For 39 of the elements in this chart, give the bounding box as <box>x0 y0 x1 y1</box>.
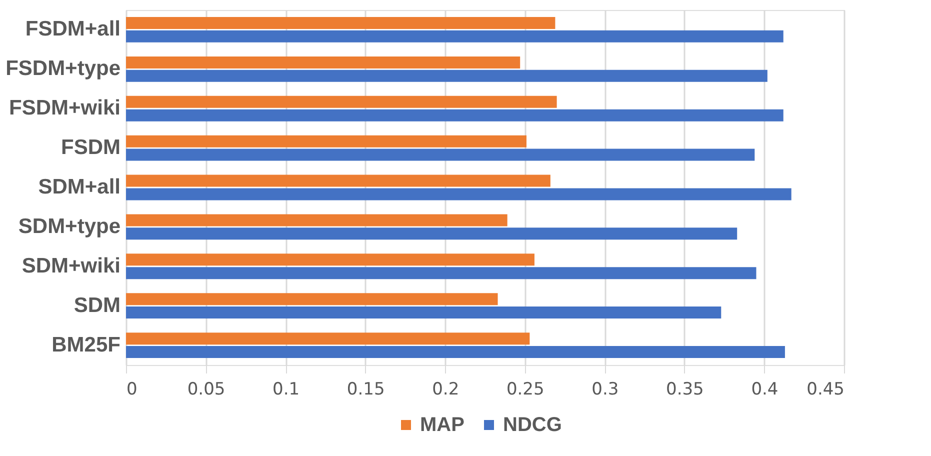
legend-label: MAP <box>420 414 464 436</box>
y-tick-label: SDM+type <box>18 214 120 238</box>
bar <box>126 188 792 200</box>
x-tick-label: 0.2 <box>432 380 460 400</box>
bar <box>126 70 768 82</box>
x-tick-label: 0.1 <box>272 380 300 400</box>
bar <box>126 214 508 226</box>
bar <box>126 228 738 240</box>
bar <box>126 30 784 42</box>
y-tick-label: FSDM <box>61 136 120 160</box>
bar <box>126 332 530 345</box>
bar <box>126 17 556 30</box>
legend-label: NDCG <box>503 414 562 436</box>
y-tick-label: FSDM+all <box>25 18 120 41</box>
x-tick-label: 0.3 <box>592 380 619 400</box>
bar <box>126 56 520 68</box>
y-tick-label: SDM+wiki <box>22 254 120 278</box>
x-tick-label: 0.05 <box>187 380 226 400</box>
x-tick-label: 0.15 <box>346 380 385 400</box>
bar <box>126 135 526 148</box>
y-tick-label: BM25F <box>52 333 121 356</box>
bar <box>126 109 784 122</box>
y-tick-label: FSDM+type <box>6 57 120 80</box>
y-tick-label: FSDM+wiki <box>9 96 120 120</box>
bar <box>126 293 498 306</box>
bar <box>126 267 756 280</box>
x-tick-label: 0 <box>126 380 138 400</box>
bar <box>126 96 557 108</box>
x-tick-label: 0.4 <box>751 380 778 400</box>
x-tick-label: 0.25 <box>506 380 544 400</box>
y-tick-label: SDM <box>74 294 120 317</box>
y-tick-label: SDM+all <box>38 176 120 198</box>
bar <box>126 254 534 266</box>
x-tick-label: 0.45 <box>806 380 844 400</box>
bar <box>126 346 785 358</box>
bar <box>126 174 550 187</box>
x-tick-label: 0.35 <box>666 380 704 400</box>
bar <box>126 148 755 161</box>
bar <box>126 306 722 319</box>
